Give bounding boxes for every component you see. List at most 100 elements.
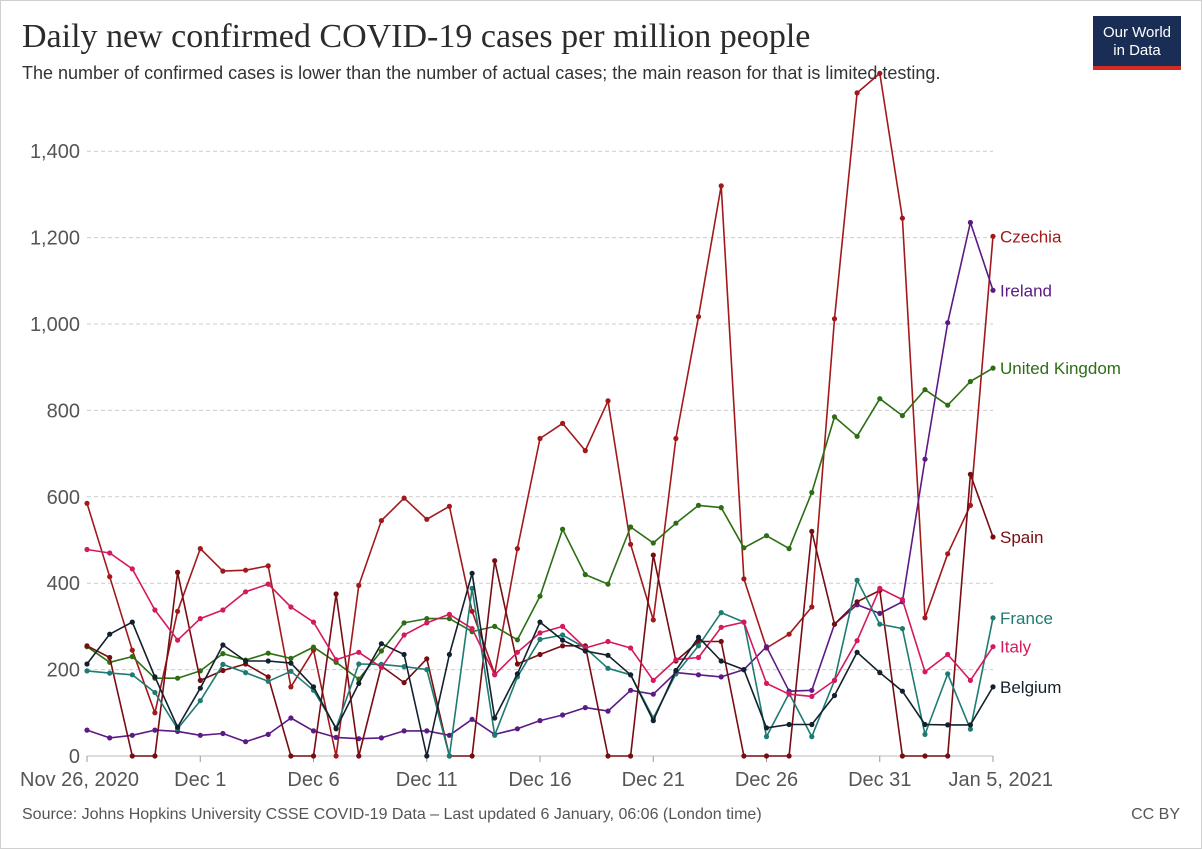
data-point-ireland[interactable] <box>537 718 543 724</box>
data-point-united-kingdom[interactable] <box>310 644 317 650</box>
data-point-ireland[interactable] <box>650 691 656 697</box>
data-point-united-kingdom[interactable] <box>854 433 860 439</box>
data-point-italy[interactable] <box>763 680 770 687</box>
data-point-ireland[interactable] <box>310 728 317 734</box>
data-point-italy[interactable] <box>356 649 362 655</box>
data-point-spain[interactable] <box>492 558 498 564</box>
data-point-ireland[interactable] <box>967 219 974 226</box>
data-point-united-kingdom[interactable] <box>945 402 951 408</box>
data-point-belgium[interactable] <box>288 660 294 666</box>
data-point-united-kingdom[interactable] <box>786 546 792 552</box>
data-point-italy[interactable] <box>899 597 906 603</box>
data-point-spain[interactable] <box>560 643 566 649</box>
data-point-czechia[interactable] <box>514 546 521 552</box>
data-point-ireland[interactable] <box>605 708 611 714</box>
data-point-united-kingdom[interactable] <box>288 655 294 662</box>
data-point-belgium[interactable] <box>945 722 951 728</box>
data-point-france[interactable] <box>152 689 158 696</box>
data-point-belgium[interactable] <box>220 642 226 648</box>
data-point-united-kingdom[interactable] <box>650 540 656 546</box>
data-point-spain[interactable] <box>265 674 271 680</box>
data-point-italy[interactable] <box>922 669 928 675</box>
data-point-belgium[interactable] <box>129 619 135 625</box>
data-point-spain[interactable] <box>605 753 611 759</box>
data-point-united-kingdom[interactable] <box>492 623 498 630</box>
data-point-united-kingdom[interactable] <box>560 526 566 532</box>
data-point-france[interactable] <box>990 615 996 621</box>
data-point-czechia[interactable] <box>922 615 928 621</box>
data-point-france[interactable] <box>922 731 928 738</box>
data-point-czechia[interactable] <box>243 567 249 573</box>
data-point-czechia[interactable] <box>831 316 838 322</box>
data-point-italy[interactable] <box>537 630 543 636</box>
data-point-spain[interactable] <box>152 753 158 759</box>
data-point-italy[interactable] <box>265 581 271 587</box>
data-point-france[interactable] <box>854 577 860 583</box>
data-point-czechia[interactable] <box>288 684 294 690</box>
data-point-ireland[interactable] <box>378 735 384 741</box>
data-point-belgium[interactable] <box>560 637 566 643</box>
data-point-belgium[interactable] <box>333 726 339 732</box>
data-point-spain[interactable] <box>628 753 634 759</box>
data-point-spain[interactable] <box>220 667 226 674</box>
data-point-france[interactable] <box>718 610 724 616</box>
data-point-czechia[interactable] <box>967 502 974 508</box>
data-point-spain[interactable] <box>107 654 113 661</box>
data-point-belgium[interactable] <box>809 721 815 728</box>
data-point-france[interactable] <box>560 632 566 638</box>
data-point-france[interactable] <box>265 678 271 684</box>
data-point-italy[interactable] <box>718 624 724 630</box>
data-point-belgium[interactable] <box>152 674 158 680</box>
data-point-france[interactable] <box>84 668 90 674</box>
owid-logo[interactable]: Our World in Data <box>1093 16 1181 70</box>
data-point-belgium[interactable] <box>786 721 792 728</box>
data-point-united-kingdom[interactable] <box>763 533 770 539</box>
data-point-belgium[interactable] <box>741 667 747 673</box>
data-point-united-kingdom[interactable] <box>877 396 883 402</box>
data-point-italy[interactable] <box>560 623 566 630</box>
data-point-ireland[interactable] <box>809 687 815 693</box>
data-point-united-kingdom[interactable] <box>378 648 384 654</box>
data-point-italy[interactable] <box>469 626 475 632</box>
data-point-belgium[interactable] <box>537 619 543 625</box>
data-point-spain[interactable] <box>922 753 928 759</box>
data-point-ireland[interactable] <box>84 727 90 733</box>
series-italy[interactable] <box>84 546 996 700</box>
data-point-spain[interactable] <box>129 753 135 759</box>
data-point-czechia[interactable] <box>152 710 158 716</box>
data-point-belgium[interactable] <box>514 671 521 677</box>
data-point-united-kingdom[interactable] <box>967 378 974 385</box>
data-point-belgium[interactable] <box>446 651 452 658</box>
data-point-united-kingdom[interactable] <box>718 505 724 511</box>
data-point-czechia[interactable] <box>786 631 792 637</box>
series-label-spain[interactable]: Spain <box>1000 528 1043 547</box>
data-point-france[interactable] <box>288 668 294 674</box>
data-point-ireland[interactable] <box>401 728 407 734</box>
data-point-ireland[interactable] <box>695 672 702 678</box>
data-point-spain[interactable] <box>786 753 792 759</box>
series-label-czechia[interactable]: Czechia <box>1000 227 1062 246</box>
data-point-ireland[interactable] <box>129 732 135 738</box>
data-point-italy[interactable] <box>877 585 883 592</box>
data-point-czechia[interactable] <box>945 551 951 557</box>
data-point-czechia[interactable] <box>877 70 883 76</box>
data-point-united-kingdom[interactable] <box>809 489 815 496</box>
data-point-ireland[interactable] <box>243 739 249 745</box>
data-point-spain[interactable] <box>310 753 317 759</box>
data-point-belgium[interactable] <box>831 692 838 699</box>
data-point-czechia[interactable] <box>129 647 135 653</box>
data-point-italy[interactable] <box>243 589 249 595</box>
data-point-italy[interactable] <box>605 638 611 645</box>
data-point-czechia[interactable] <box>628 541 634 547</box>
data-point-italy[interactable] <box>220 607 226 613</box>
data-point-france[interactable] <box>356 661 362 667</box>
data-point-belgium[interactable] <box>582 648 588 654</box>
data-point-czechia[interactable] <box>107 574 113 580</box>
data-point-united-kingdom[interactable] <box>582 572 588 578</box>
data-point-france[interactable] <box>107 670 113 676</box>
data-point-united-kingdom[interactable] <box>990 365 996 371</box>
data-point-united-kingdom[interactable] <box>175 675 181 681</box>
data-point-ireland[interactable] <box>424 728 430 734</box>
data-point-belgium[interactable] <box>967 722 974 728</box>
data-point-czechia[interactable] <box>605 398 611 404</box>
